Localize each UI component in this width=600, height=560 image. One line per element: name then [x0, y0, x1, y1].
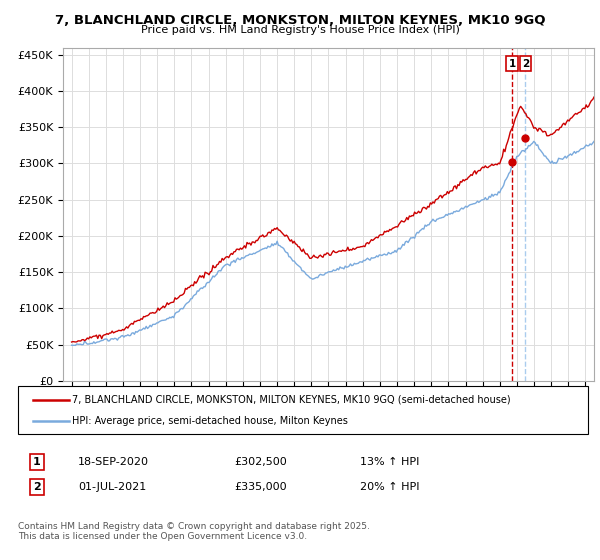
Text: 7, BLANCHLAND CIRCLE, MONKSTON, MILTON KEYNES, MK10 9GQ (semi-detached house): 7, BLANCHLAND CIRCLE, MONKSTON, MILTON K… [72, 395, 511, 405]
Text: Price paid vs. HM Land Registry's House Price Index (HPI): Price paid vs. HM Land Registry's House … [140, 25, 460, 35]
Text: Contains HM Land Registry data © Crown copyright and database right 2025.
This d: Contains HM Land Registry data © Crown c… [18, 522, 370, 542]
Text: 20% ↑ HPI: 20% ↑ HPI [360, 482, 419, 492]
Text: 13% ↑ HPI: 13% ↑ HPI [360, 457, 419, 467]
Text: 18-SEP-2020: 18-SEP-2020 [78, 457, 149, 467]
Text: 2: 2 [33, 482, 41, 492]
Text: £335,000: £335,000 [234, 482, 287, 492]
Text: 7, BLANCHLAND CIRCLE, MONKSTON, MILTON KEYNES, MK10 9GQ: 7, BLANCHLAND CIRCLE, MONKSTON, MILTON K… [55, 14, 545, 27]
Text: 2: 2 [522, 59, 529, 68]
Text: £302,500: £302,500 [234, 457, 287, 467]
Text: 1: 1 [33, 457, 41, 467]
Text: 01-JUL-2021: 01-JUL-2021 [78, 482, 146, 492]
Text: HPI: Average price, semi-detached house, Milton Keynes: HPI: Average price, semi-detached house,… [72, 416, 348, 426]
Text: 1: 1 [508, 59, 516, 68]
